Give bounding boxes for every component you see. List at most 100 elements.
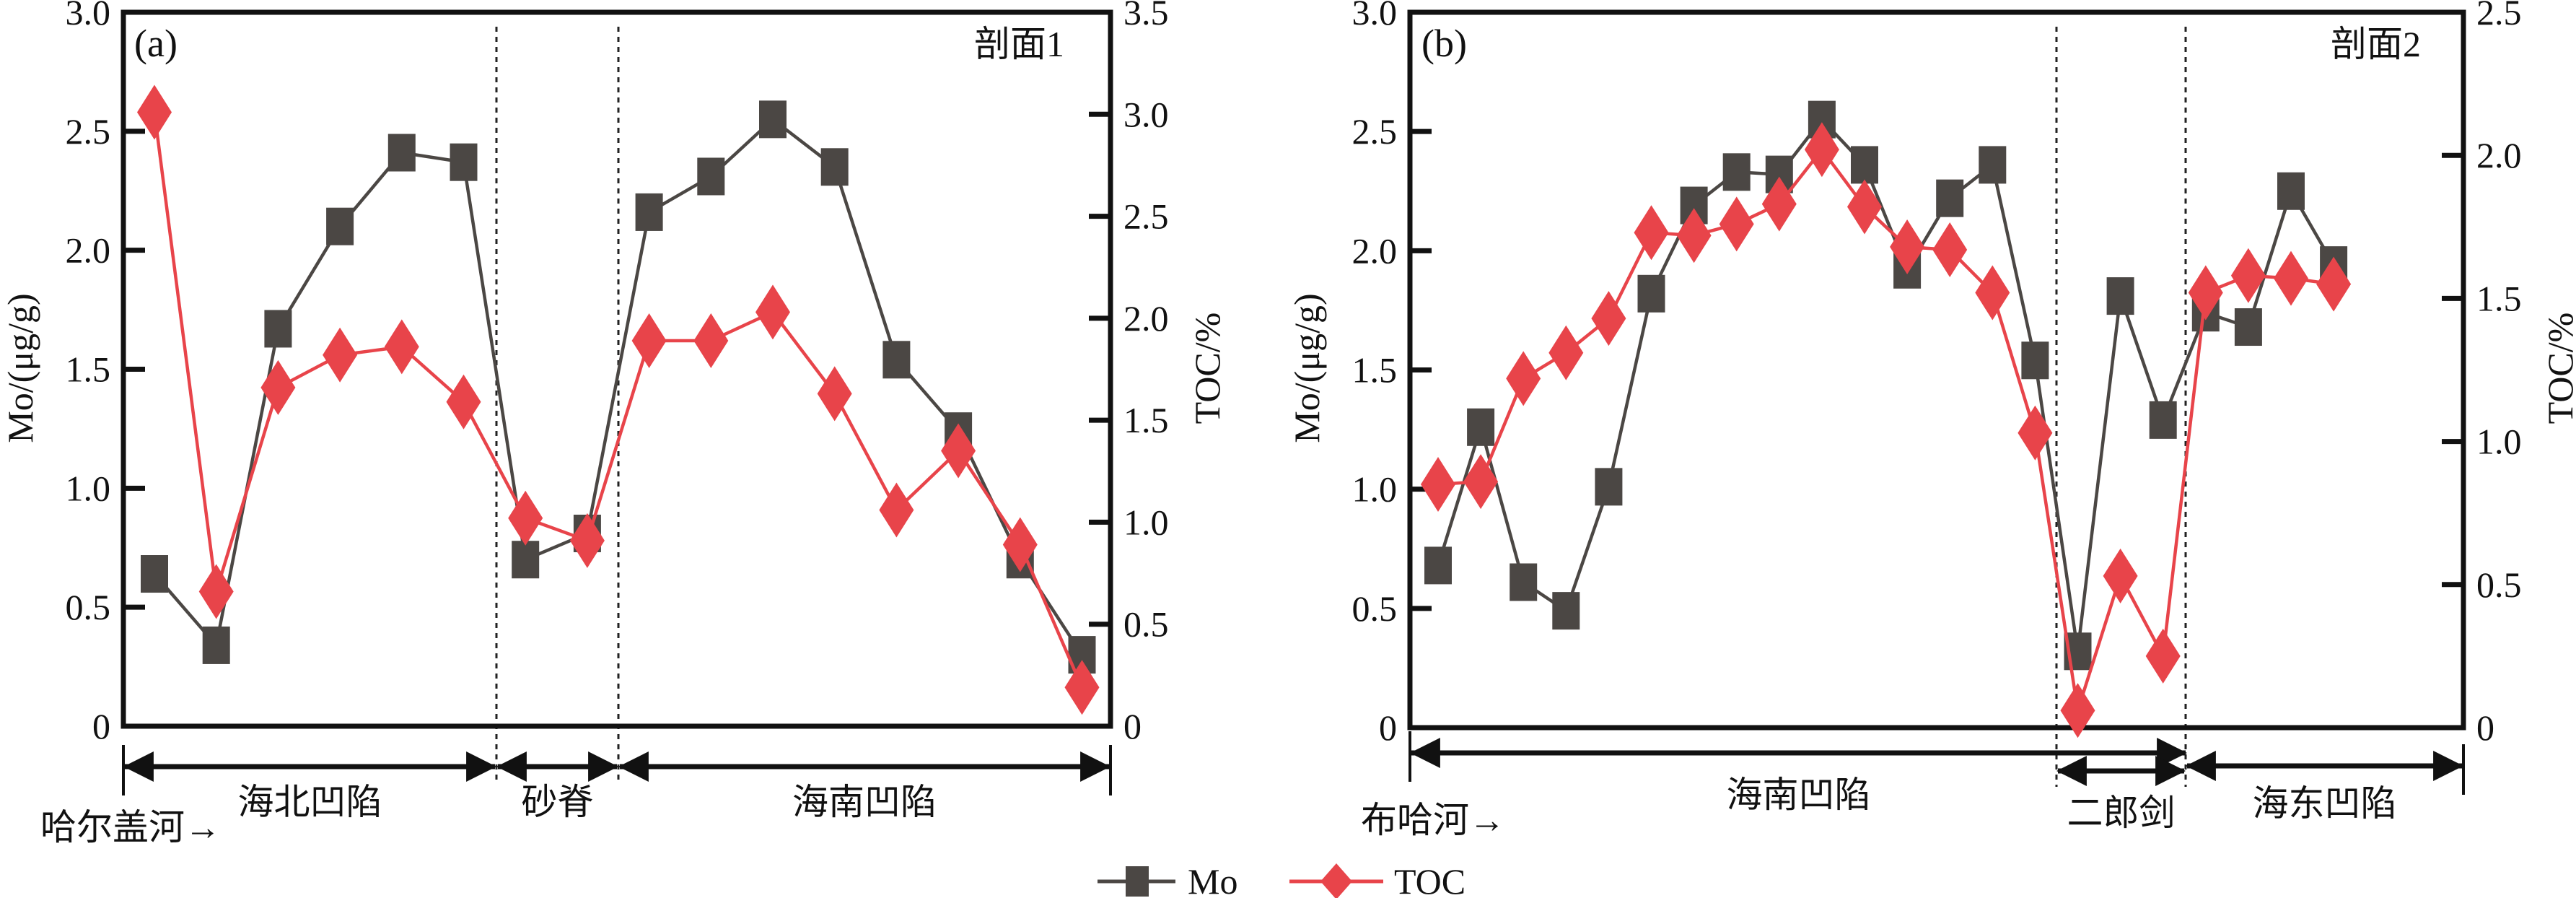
- toc-segment: [771, 311, 836, 395]
- toc-point: [2145, 628, 2181, 684]
- toc-point: [755, 284, 790, 340]
- mo-segment: [2076, 295, 2122, 652]
- toc-point: [1548, 325, 1584, 380]
- toc-point: [1975, 265, 2010, 321]
- series-toc: [137, 84, 1100, 715]
- mo-point: [635, 193, 663, 231]
- plot-area-b: 0 0.5 1.0 1.5 2.0 2.5 3.0 0 0.5 1.0 1.5 2.0 2.5: [1352, 0, 2522, 787]
- region-label: 二郎剑: [2067, 793, 2176, 833]
- toc-point: [508, 490, 543, 546]
- mo-point: [820, 148, 849, 186]
- y2-tick-label: 2.5: [1123, 196, 1169, 237]
- toc-point: [2316, 256, 2352, 312]
- y-tick-label: 2.5: [1352, 111, 1398, 152]
- mo-point: [387, 134, 416, 172]
- toc-segment: [2161, 292, 2208, 657]
- mo-segment: [1564, 486, 1611, 611]
- toc-segment: [833, 393, 898, 511]
- y-tick-label: 1.0: [1352, 469, 1398, 510]
- y2-tick-label: 2.5: [2476, 0, 2522, 32]
- mo-segment: [585, 212, 651, 534]
- y2-tick-label: 3.0: [1123, 94, 1169, 134]
- panel-b-section-label: 剖面2: [2331, 24, 2421, 64]
- mo-segment: [2033, 359, 2080, 652]
- toc-point: [1421, 457, 1455, 513]
- panel-b: (b) 剖面2 Mo/(μg/g) TOC/% 布哈河→: [1287, 22, 2576, 840]
- y2-tick-label: 0.5: [2476, 564, 2522, 605]
- y-tick-label: 2.0: [1352, 230, 1398, 271]
- toc-point: [1761, 176, 1797, 232]
- mo-point: [697, 157, 725, 196]
- toc-point: [1932, 222, 1968, 278]
- region-label: 海北凹陷: [238, 782, 382, 822]
- panel-a-tag: (a): [134, 22, 178, 65]
- toc-point: [569, 513, 605, 568]
- panel-a-direction-label: 哈尔盖河→: [40, 807, 221, 847]
- toc-point: [137, 84, 172, 140]
- y2-tick-label: 0: [2476, 707, 2494, 748]
- region-label: 海南凹陷: [1727, 775, 1871, 815]
- toc-point: [817, 366, 852, 422]
- mo-segment: [1607, 293, 1653, 487]
- mo-point: [1467, 408, 1495, 446]
- mo-segment: [1991, 164, 2037, 361]
- y2-tick-label: 0.5: [1123, 604, 1169, 645]
- y2-tick-label: 0: [1123, 706, 1142, 746]
- mo-point: [1851, 146, 1878, 184]
- panel-a-y2-axis-title: TOC/%: [1187, 313, 1227, 424]
- mo-point: [1595, 468, 1623, 506]
- y-tick-label: 0.5: [1352, 588, 1398, 629]
- mo-segment: [1478, 427, 1525, 583]
- region-bar-a: 海北凹陷 砂脊 海南凹陷: [122, 745, 1112, 822]
- toc-point: [1463, 454, 1499, 510]
- toc-point: [2060, 683, 2095, 738]
- toc-segment: [957, 450, 1022, 546]
- y2-tick-label: 1.0: [2476, 422, 2522, 462]
- mo-point: [1424, 546, 1452, 585]
- toc-point: [1064, 660, 1100, 715]
- mo-point: [1936, 179, 1964, 217]
- plot-area-a: 0 0.5 1.0 1.5 2.0 2.5 3.0 0 0.5 1.0 1.5 2.0 2.5 3.0 3.…: [66, 0, 1169, 783]
- toc-point: [2018, 405, 2053, 461]
- mo-point: [2234, 308, 2262, 346]
- series-mo: [1424, 100, 2348, 671]
- mo-segment: [2119, 295, 2165, 421]
- y2-tick-label: 1.0: [1123, 502, 1169, 542]
- y2-tick-label: 1.5: [2476, 278, 2522, 318]
- mo-point: [326, 207, 354, 245]
- y2-tick-label: 1.5: [1123, 400, 1169, 440]
- toc-point: [1804, 122, 1839, 178]
- toc-point: [1719, 196, 1754, 252]
- y-tick-label: 3.0: [66, 0, 111, 32]
- y-tick-label: 3.0: [1352, 0, 1398, 32]
- y-tick-label: 1.5: [1352, 350, 1398, 391]
- y2-tick-label: 2.0: [2476, 135, 2522, 175]
- mo-point: [1979, 146, 2007, 184]
- y-tick-label: 1.5: [66, 349, 111, 390]
- y2-tick-label: 2.0: [1123, 298, 1169, 339]
- mo-point: [882, 341, 911, 379]
- region-label: 海南凹陷: [792, 782, 937, 822]
- toc-point: [1002, 517, 1038, 572]
- toc-point: [1676, 208, 1712, 263]
- toc-segment: [1018, 544, 1084, 689]
- toc-point: [1634, 205, 1669, 261]
- toc-segment: [1991, 292, 2037, 434]
- toc-point: [384, 319, 419, 375]
- legend-toc-marker: [1320, 863, 1352, 898]
- toc-point: [198, 564, 234, 619]
- mo-point: [512, 541, 540, 579]
- mo-point: [264, 310, 292, 348]
- mo-segment: [2246, 191, 2293, 328]
- toc-point: [941, 423, 976, 479]
- mo-point: [141, 555, 168, 593]
- panel-a-section-label: 剖面1: [974, 24, 1064, 64]
- mo-point: [2277, 172, 2305, 210]
- panel-b-direction-label: 布哈河→: [1361, 800, 1505, 840]
- toc-point: [260, 359, 296, 415]
- legend: Mo TOC: [1098, 861, 1466, 898]
- toc-point: [2230, 248, 2266, 303]
- toc-segment: [214, 387, 280, 593]
- legend-mo-marker: [1126, 866, 1149, 897]
